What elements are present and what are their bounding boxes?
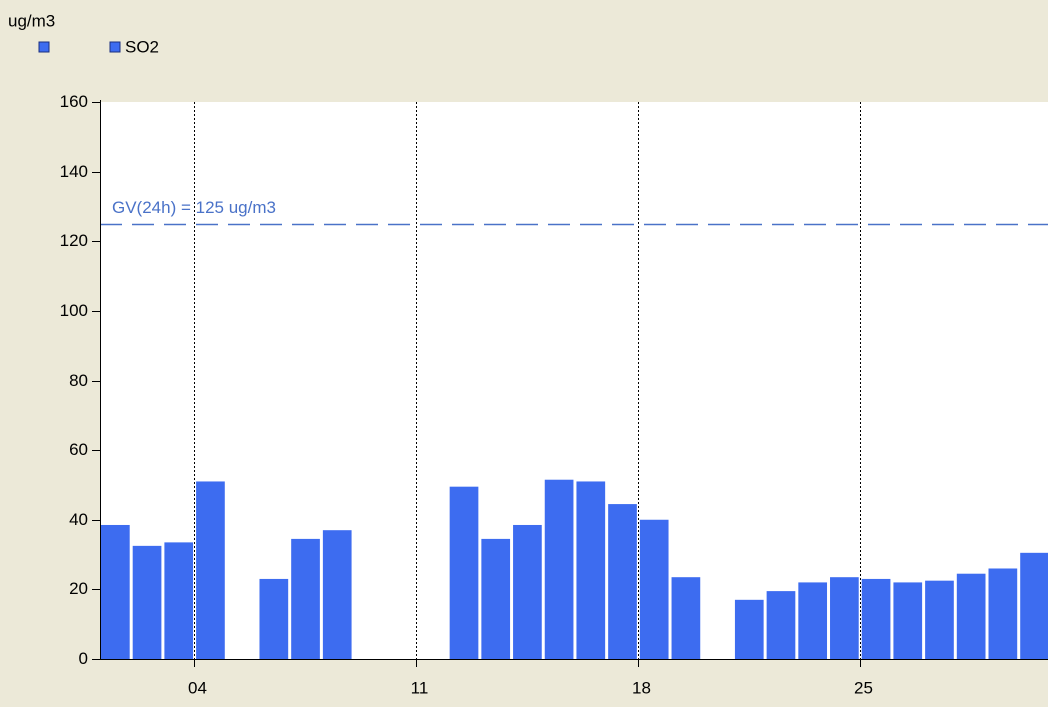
bar bbox=[291, 538, 320, 659]
plot-area bbox=[100, 102, 1048, 659]
legend-marker-extra bbox=[38, 41, 50, 53]
bar bbox=[925, 580, 954, 659]
bar bbox=[639, 519, 669, 659]
y-tick-label: 40 bbox=[69, 510, 88, 529]
bar bbox=[830, 577, 859, 659]
bar bbox=[988, 568, 1018, 659]
y-tick-label: 0 bbox=[79, 649, 88, 668]
x-tick-label: 18 bbox=[632, 678, 651, 697]
reference-label: GV(24h) = 125 ug/m3 bbox=[112, 198, 276, 217]
bar bbox=[956, 573, 986, 659]
bar bbox=[196, 481, 225, 659]
y-axis-label: ug/m3 bbox=[8, 11, 55, 30]
legend-label: SO2 bbox=[125, 37, 159, 56]
bar bbox=[481, 538, 511, 659]
bar bbox=[861, 578, 891, 659]
bar bbox=[322, 530, 352, 659]
y-tick-label: 20 bbox=[69, 579, 88, 598]
x-tick-label: 11 bbox=[411, 678, 429, 697]
y-tick-label: 100 bbox=[60, 301, 88, 320]
bar bbox=[893, 582, 923, 659]
bar bbox=[101, 524, 130, 659]
bar bbox=[544, 479, 574, 659]
bar bbox=[1020, 552, 1048, 659]
x-tick-label: 04 bbox=[188, 678, 207, 697]
y-tick-label: 160 bbox=[60, 92, 88, 111]
bar bbox=[734, 599, 764, 659]
bar bbox=[608, 504, 637, 659]
bar bbox=[766, 591, 796, 659]
bar bbox=[671, 577, 701, 659]
y-tick-label: 60 bbox=[69, 440, 88, 459]
bar bbox=[132, 545, 162, 659]
legend-marker bbox=[109, 41, 121, 53]
y-tick-label: 120 bbox=[60, 231, 88, 250]
bar bbox=[259, 578, 289, 659]
bar bbox=[513, 524, 542, 659]
x-tick-label: 25 bbox=[854, 678, 873, 697]
bar bbox=[576, 481, 606, 659]
y-tick-label: 80 bbox=[69, 371, 88, 390]
y-tick-label: 140 bbox=[60, 162, 88, 181]
bar bbox=[449, 486, 479, 659]
bar bbox=[164, 542, 194, 659]
bar bbox=[798, 582, 828, 659]
